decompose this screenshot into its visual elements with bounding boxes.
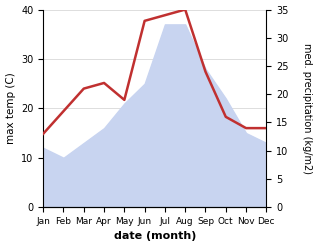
Y-axis label: med. precipitation (kg/m2): med. precipitation (kg/m2) bbox=[302, 43, 313, 174]
X-axis label: date (month): date (month) bbox=[114, 231, 196, 242]
Y-axis label: max temp (C): max temp (C) bbox=[5, 72, 16, 144]
